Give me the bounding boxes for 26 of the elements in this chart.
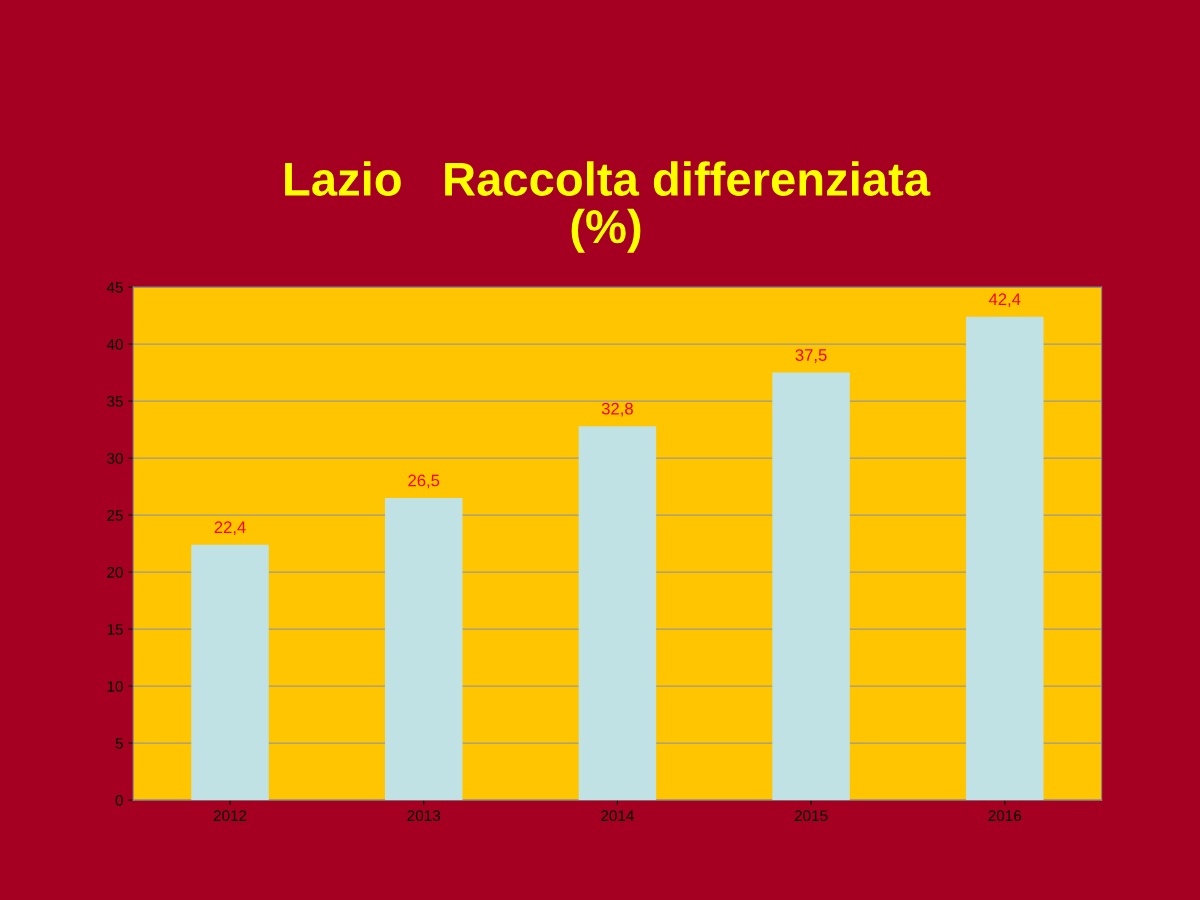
y-tick-label: 30 (107, 452, 123, 464)
y-tick-label: 5 (115, 738, 123, 749)
bar (772, 372, 850, 801)
x-tick-label: 2014 (601, 810, 634, 822)
chart-title: Lazio Raccolta differenziata (%) (285, 161, 931, 253)
bar (191, 544, 269, 801)
y-tick-label: 40 (106, 338, 123, 350)
data-label: 42,4 (988, 293, 1021, 308)
y-tick-label: 25 (107, 509, 123, 521)
bar (384, 498, 463, 801)
x-tick-label: 2016 (988, 810, 1022, 822)
x-tick-label: 2012 (213, 810, 247, 822)
data-label: 37,5 (795, 349, 827, 363)
bar (578, 426, 657, 801)
data-label: 26,5 (408, 474, 440, 489)
y-tick-label: 45 (106, 282, 123, 293)
data-label: 32,8 (601, 402, 633, 417)
y-tick-label: 20 (107, 566, 123, 578)
data-label: 22,4 (214, 521, 246, 536)
x-tick-label: 2013 (407, 810, 441, 822)
bar (966, 316, 1044, 801)
x-tick-label: 2015 (794, 810, 828, 822)
y-tick-label: 0 (115, 794, 123, 806)
y-tick-label: 10 (107, 680, 123, 692)
y-tick-label: 15 (107, 624, 123, 635)
y-tick-label: 35 (107, 395, 123, 407)
